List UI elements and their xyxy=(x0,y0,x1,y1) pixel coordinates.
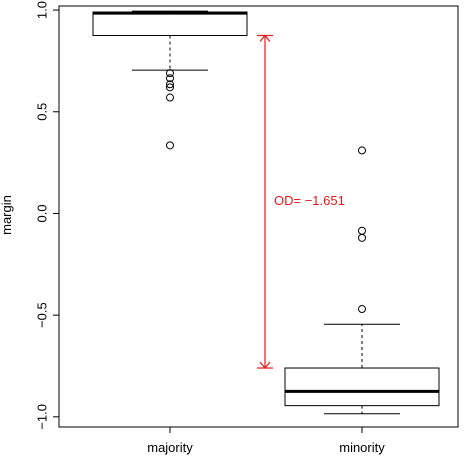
outlier-point xyxy=(358,233,366,242)
outlier-point xyxy=(358,226,366,235)
outlier-point xyxy=(166,80,174,89)
y-tick-label: 0.0 xyxy=(35,204,50,222)
outlier-point xyxy=(166,93,174,102)
outlier-point xyxy=(358,305,366,314)
outlier-point xyxy=(166,141,174,150)
plot-marks: OD= −1.651 xyxy=(92,10,440,415)
outlier-point xyxy=(358,146,366,155)
x-tick-label: minority xyxy=(339,440,385,455)
od-annotation-label: OD= −1.651 xyxy=(274,193,345,208)
iqr-box xyxy=(92,11,248,36)
outlier-point xyxy=(166,69,174,78)
outlier-point xyxy=(166,74,174,83)
axes: −1.0 −0.5 0.0 0.5 1.0 majority minority xyxy=(35,1,459,455)
y-tick-label: 0.5 xyxy=(35,103,50,121)
y-tick-label: −1.0 xyxy=(35,404,50,430)
iqr-box xyxy=(284,367,440,407)
plot-frame xyxy=(58,5,459,428)
y-tick-label: 1.0 xyxy=(35,1,50,19)
y-tick-label: −0.5 xyxy=(35,302,50,328)
outlier-point xyxy=(166,83,174,92)
x-tick-label: majority xyxy=(147,440,193,455)
y-axis-label: margin xyxy=(0,195,14,235)
